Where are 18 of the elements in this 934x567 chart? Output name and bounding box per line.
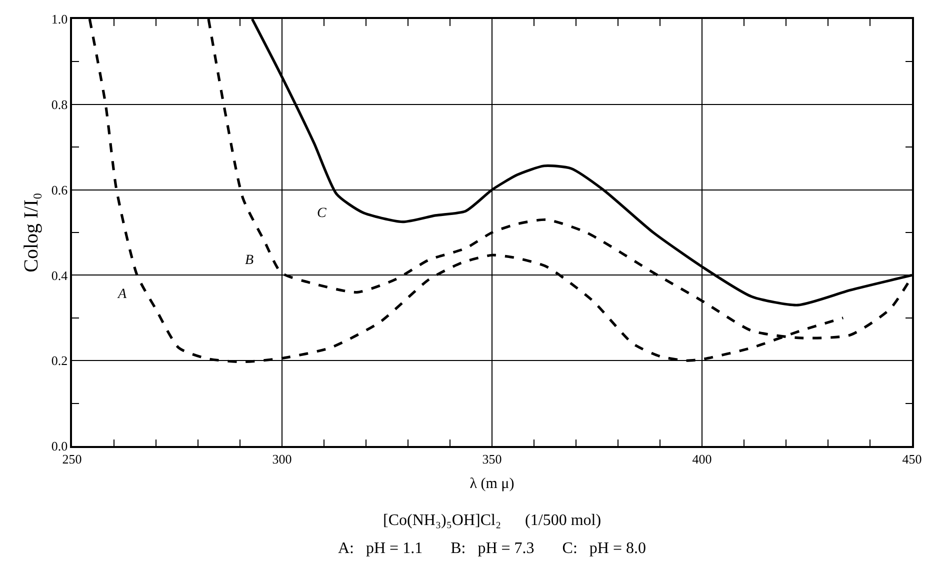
y-tick-label: 0.4 (51, 268, 68, 283)
y-axis-title: Colog I/I₀ (20, 192, 42, 272)
y-tick-label: 1.0 (51, 12, 68, 27)
x-axis-title: λ (m μ) (470, 476, 514, 492)
series-label: C (317, 206, 327, 221)
x-tick-label: 400 (692, 451, 712, 466)
text: [Co(NH₃)₅OH]Cl₂ (1/500 mol) (383, 512, 602, 529)
y-tick-label: 0.8 (51, 96, 68, 112)
y-tick-label: 0.2 (51, 353, 68, 368)
series-label: B (245, 253, 254, 268)
x-tick-label: 350 (482, 451, 502, 466)
y-tick-label: 0.6 (51, 182, 68, 198)
y-tick-label: 0.0 (51, 438, 68, 454)
x-tick-label: 300 (272, 451, 292, 466)
text: A: pH = 1.1 B: pH = 7.3 C: pH = 8.0 (338, 540, 646, 557)
x-tick-label: 250 (62, 451, 82, 466)
series-label: A (117, 287, 127, 302)
x-tick-label: 450 (902, 451, 922, 466)
